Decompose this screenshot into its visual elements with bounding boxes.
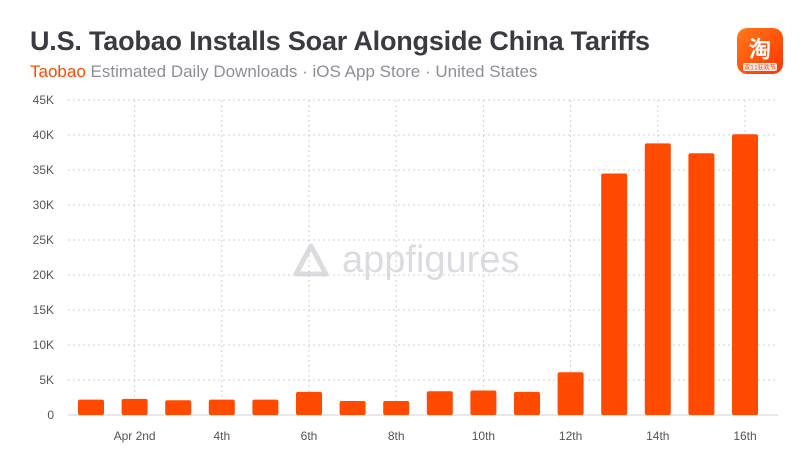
x-axis: Apr 2nd 4th 6th 8th 10th 12th 14th 16th xyxy=(114,429,757,443)
y-tick-label: 15K xyxy=(33,303,54,317)
bar xyxy=(78,399,104,415)
bars xyxy=(78,134,758,416)
y-tick-label: 0 xyxy=(47,408,54,422)
bar xyxy=(165,400,192,415)
app-icon-banner: 双11狂欢节 xyxy=(744,64,776,72)
y-tick-label: 20K xyxy=(33,268,54,282)
taobao-app-icon: 淘 双11狂欢节 xyxy=(737,28,783,74)
app-icon-glyph: 淘 xyxy=(749,37,771,63)
bar xyxy=(688,153,715,415)
app-name-label: Taobao xyxy=(30,62,86,81)
y-tick-label: 25K xyxy=(33,233,54,247)
x-tick-label: 4th xyxy=(213,429,230,443)
bar xyxy=(252,399,279,415)
x-tick-label: 8th xyxy=(388,429,405,443)
bar xyxy=(383,401,410,415)
x-tick-label: 14th xyxy=(646,429,669,443)
chart-subtitle: Taobao Estimated Daily Downloads · iOS A… xyxy=(30,62,537,82)
appfigures-logo-icon xyxy=(293,243,329,277)
y-axis: 0 5K 10K 15K 20K 25K 30K 35K 40K 45K xyxy=(33,93,55,422)
bar xyxy=(426,391,453,415)
y-tick-label: 45K xyxy=(33,93,54,107)
bar xyxy=(339,401,366,415)
y-tick-label: 5K xyxy=(39,373,54,387)
x-tick-label: 6th xyxy=(301,429,318,443)
bar xyxy=(514,391,540,415)
bar xyxy=(296,391,322,415)
bar xyxy=(557,372,584,415)
y-tick-label: 30K xyxy=(33,198,54,212)
bar xyxy=(732,134,758,416)
y-tick-label: 40K xyxy=(33,128,54,142)
y-tick-label: 10K xyxy=(33,338,54,352)
watermark-text: appfigures xyxy=(342,239,519,281)
y-tick-label: 35K xyxy=(33,163,54,177)
x-tick-label: 10th xyxy=(472,429,495,443)
bar xyxy=(470,390,497,415)
appfigures-watermark: appfigures xyxy=(293,239,519,281)
chart-title: U.S. Taobao Installs Soar Alongside Chin… xyxy=(30,26,650,56)
bar xyxy=(644,143,671,415)
x-tick-label: 16th xyxy=(733,429,756,443)
bar xyxy=(601,173,628,415)
x-tick-label: Apr 2nd xyxy=(114,429,156,443)
subtitle-text: Estimated Daily Downloads · iOS App Stor… xyxy=(85,62,538,81)
bar xyxy=(208,399,235,415)
x-tick-label: 12th xyxy=(559,429,582,443)
bar xyxy=(121,398,148,415)
